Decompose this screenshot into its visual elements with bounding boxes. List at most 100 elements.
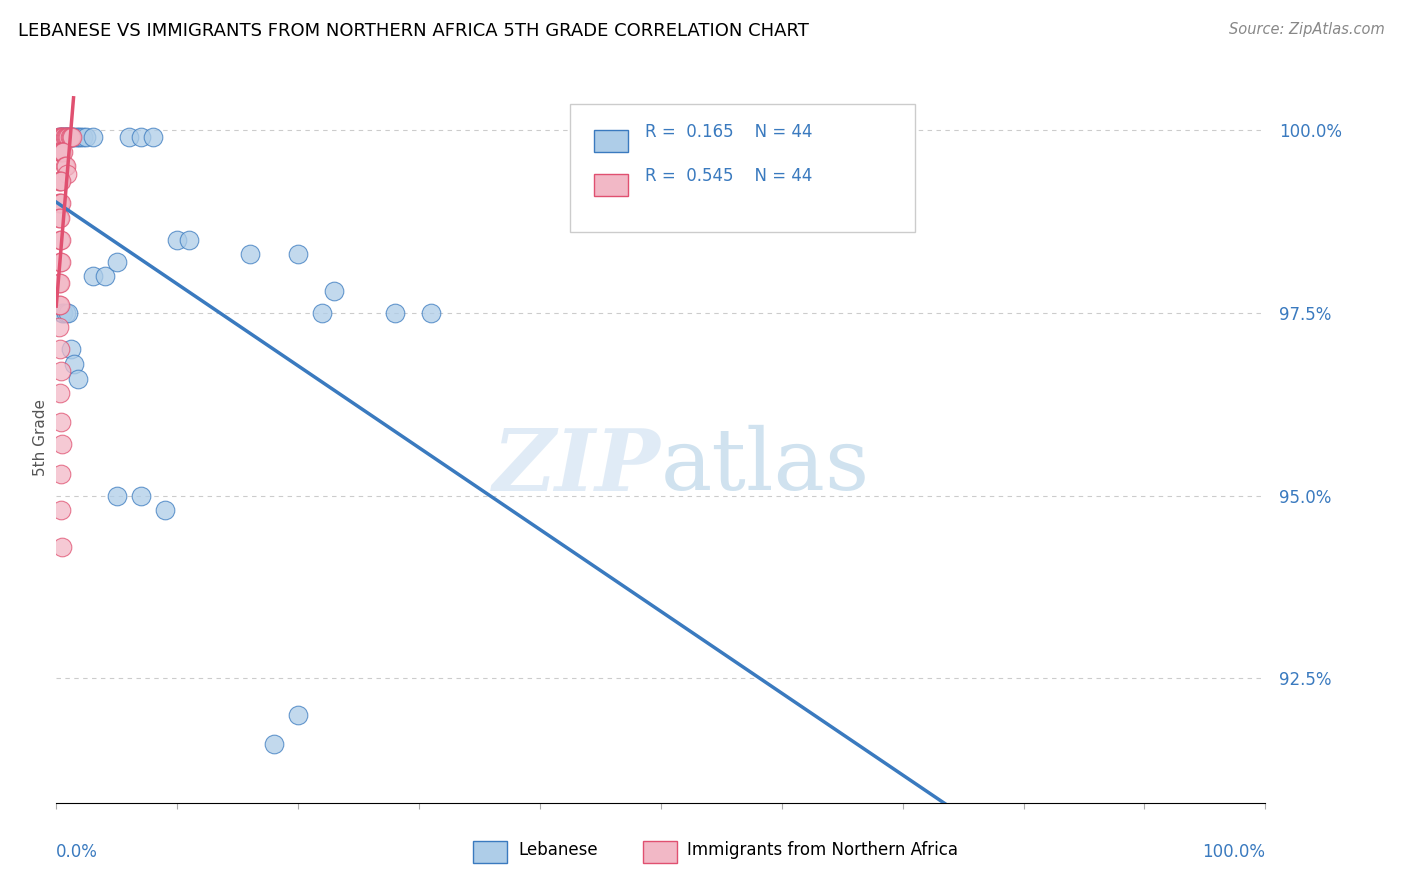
Point	[49, 364, 72, 378]
Point	[82, 269, 104, 284]
Point	[82, 130, 104, 145]
Point	[49, 467, 72, 481]
Point	[384, 306, 406, 320]
Point	[49, 145, 72, 159]
FancyBboxPatch shape	[595, 174, 628, 195]
Point	[420, 306, 443, 320]
Point	[49, 233, 72, 247]
Point	[60, 130, 83, 145]
Point	[56, 130, 79, 145]
Point	[53, 160, 76, 174]
Point	[52, 130, 75, 145]
Point	[55, 160, 77, 174]
Point	[311, 306, 333, 320]
Point	[72, 130, 94, 145]
Point	[239, 247, 262, 261]
Point	[49, 196, 72, 211]
Text: Lebanese: Lebanese	[519, 841, 598, 859]
Point	[58, 130, 80, 145]
Text: R =  0.545    N = 44: R = 0.545 N = 44	[645, 167, 813, 185]
Point	[52, 145, 75, 159]
Text: Immigrants from Northern Africa: Immigrants from Northern Africa	[688, 841, 959, 859]
Point	[49, 196, 72, 211]
Text: atlas: atlas	[661, 425, 870, 508]
Text: 100.0%: 100.0%	[1202, 843, 1265, 861]
Text: R =  0.165    N = 44: R = 0.165 N = 44	[645, 123, 813, 141]
Point	[52, 130, 75, 145]
Point	[51, 437, 73, 451]
Point	[129, 489, 152, 503]
Point	[59, 130, 82, 145]
Point	[55, 130, 77, 145]
Point	[48, 211, 70, 225]
Point	[52, 306, 75, 320]
Point	[49, 343, 72, 357]
Point	[105, 254, 128, 268]
Point	[93, 269, 115, 284]
Point	[179, 233, 201, 247]
Point	[48, 277, 70, 291]
Point	[63, 357, 86, 371]
Point	[49, 416, 72, 430]
Point	[56, 130, 79, 145]
Point	[69, 130, 91, 145]
Point	[323, 284, 346, 298]
Point	[49, 130, 72, 145]
Point	[62, 130, 84, 145]
Point	[153, 503, 176, 517]
Point	[49, 298, 72, 312]
Point	[105, 489, 128, 503]
Point	[51, 130, 73, 145]
Point	[49, 211, 72, 225]
Point	[59, 130, 82, 145]
Point	[49, 503, 72, 517]
Point	[60, 130, 83, 145]
FancyBboxPatch shape	[474, 841, 508, 863]
Point	[166, 233, 188, 247]
Point	[48, 130, 70, 145]
Point	[49, 254, 72, 268]
Point	[49, 130, 72, 145]
Point	[55, 130, 77, 145]
Point	[58, 130, 80, 145]
Text: LEBANESE VS IMMIGRANTS FROM NORTHERN AFRICA 5TH GRADE CORRELATION CHART: LEBANESE VS IMMIGRANTS FROM NORTHERN AFR…	[18, 22, 810, 40]
Point	[66, 130, 89, 145]
Point	[129, 130, 152, 145]
Point	[56, 167, 79, 181]
Point	[48, 320, 70, 334]
Text: ZIP: ZIP	[494, 425, 661, 508]
Point	[48, 298, 70, 312]
Point	[49, 233, 72, 247]
Point	[51, 145, 73, 159]
Point	[51, 306, 73, 320]
Point	[49, 130, 72, 145]
Point	[66, 371, 89, 385]
Point	[48, 174, 70, 188]
Text: Source: ZipAtlas.com: Source: ZipAtlas.com	[1229, 22, 1385, 37]
Point	[51, 540, 73, 554]
FancyBboxPatch shape	[643, 841, 676, 863]
Point	[53, 130, 76, 145]
Point	[49, 145, 72, 159]
Point	[49, 174, 72, 188]
Point	[287, 708, 309, 723]
Point	[53, 130, 76, 145]
Point	[287, 247, 309, 261]
Point	[76, 130, 98, 145]
Point	[142, 130, 165, 145]
Point	[49, 277, 72, 291]
Y-axis label: 5th Grade: 5th Grade	[32, 399, 48, 475]
Point	[58, 130, 80, 145]
Point	[48, 130, 70, 145]
Point	[49, 174, 72, 188]
Point	[263, 737, 285, 751]
Point	[55, 306, 77, 320]
Point	[59, 343, 82, 357]
Point	[118, 130, 141, 145]
Text: 0.0%: 0.0%	[56, 843, 98, 861]
Point	[58, 130, 80, 145]
Point	[58, 306, 80, 320]
Point	[48, 196, 70, 211]
FancyBboxPatch shape	[595, 129, 628, 152]
Point	[49, 386, 72, 401]
